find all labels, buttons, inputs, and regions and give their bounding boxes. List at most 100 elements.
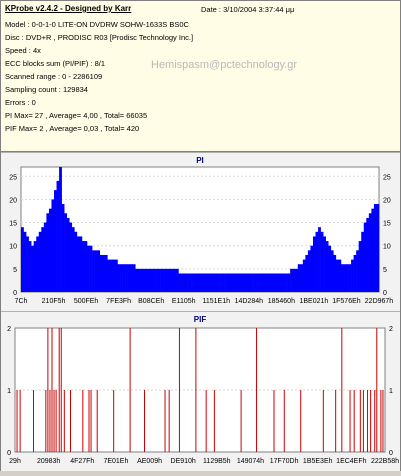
pi-bar [120, 264, 123, 292]
pi-bar [132, 264, 136, 292]
disc-line: Disc : DVD+R , PRODISC R03 [Prodisc Tech… [5, 33, 194, 42]
pif-xtick-label: DE910h [171, 458, 196, 465]
pi-bar [272, 273, 276, 292]
pif-ytick-label-left: 1 [7, 388, 11, 395]
pi-xtick-label: 1151E1h [203, 298, 231, 305]
pif-xtick-label: 1EC4EFh [336, 458, 366, 465]
pif-xtick-label: 17F70Dh [270, 458, 299, 465]
pif-xtick-label: 1B5E3Eh [303, 458, 333, 465]
pi-bar [71, 227, 75, 292]
pi-bar [343, 264, 347, 292]
pi-bar [340, 264, 344, 292]
pi-bar [335, 259, 339, 292]
pi-bar [224, 273, 227, 292]
pi-bar [244, 273, 248, 292]
pi-bar [249, 273, 253, 292]
pi-bar [137, 268, 141, 292]
pi-bar [366, 217, 370, 292]
pi-bar [315, 231, 319, 292]
pi-bar [122, 264, 126, 292]
pi-bar [221, 273, 225, 292]
pi-bar [140, 268, 144, 292]
pi-bar [64, 213, 68, 292]
pi-bar [279, 273, 283, 292]
pi-bar [219, 273, 222, 292]
pi-ytick-label-left: 5 [13, 267, 17, 274]
pi-ytick-label-left: 25 [9, 174, 17, 181]
pi-bar [330, 250, 334, 292]
pi-bar [84, 241, 88, 292]
pi-bar [130, 264, 134, 292]
pi-xtick-label: 14D284h [235, 298, 264, 305]
pi-bar [358, 241, 362, 292]
pi-bar [41, 227, 45, 292]
pif-ytick-label-right: 0 [389, 450, 393, 457]
pi-bar [33, 241, 37, 292]
pi-bar [23, 231, 27, 292]
pi-bar [191, 273, 194, 292]
pi-bar [295, 268, 299, 292]
pi-bar [173, 268, 177, 292]
pi-summary-line: PI Max= 27 , Average= 4,00 , Total= 6603… [5, 111, 148, 120]
watermark-text: Hemispasm@pctechnology.gr [151, 59, 298, 71]
pi-bar [257, 273, 260, 292]
pif-chart: PIF 0 0 1 1 2 2 29h 20983h 4F27Fh 7E01Eh AE009h DE91… [7, 315, 399, 465]
pi-bar [371, 208, 375, 292]
pi-bar [94, 250, 98, 292]
pi-bar [277, 273, 281, 292]
pi-xtick-label: 210F5h [42, 298, 66, 305]
pi-ytick-label-left: 0 [13, 290, 17, 297]
pif-xtick-label: 7E01Eh [103, 458, 128, 465]
pi-bar [338, 259, 342, 292]
pif-xtick-label: 149074h [237, 458, 264, 465]
pi-bar [310, 245, 314, 292]
pi-bar [269, 273, 273, 292]
pi-bar [188, 273, 192, 292]
pi-bar [193, 273, 197, 292]
pi-bar [92, 250, 95, 292]
pi-bar [363, 222, 367, 292]
pi-xtick-label: B08CEh [138, 298, 164, 305]
pi-bar [145, 268, 149, 292]
pi-bar [353, 254, 357, 292]
pi-bar [198, 273, 202, 292]
errors-line: Errors : 0 [5, 98, 36, 107]
pi-bar [262, 273, 266, 292]
pi-bar [307, 250, 311, 292]
pi-chart-panel: PI 0 0 5 5 10 10 15 15 20 20 25 25 7Ch 210F5h 500FEh 7FE… [1, 152, 400, 311]
pi-ytick-label-right: 20 [383, 197, 391, 204]
pi-bar [66, 217, 70, 292]
pi-bar [333, 254, 337, 292]
pi-bar [26, 236, 29, 292]
pi-bar [74, 231, 78, 292]
pi-bar [56, 180, 60, 292]
scan-date: Date : 3/10/2004 3:37:44 μμ [201, 5, 295, 14]
pi-bar [234, 273, 238, 292]
sampling-line: Sampling count : 129834 [5, 85, 88, 94]
pi-chart: PI 0 0 5 5 10 10 15 15 20 20 25 25 7Ch 210F5h 500FEh 7FE… [9, 156, 393, 305]
pi-bar [135, 268, 139, 292]
pi-bar [147, 268, 151, 292]
pi-bar [150, 268, 154, 292]
pi-bar [170, 268, 174, 292]
pi-bar [351, 259, 354, 292]
pif-xtick-label: 222B58h [371, 458, 399, 465]
pi-bar [361, 231, 365, 292]
pi-bar [31, 245, 34, 292]
pi-bar [376, 204, 380, 292]
pi-xtick-label: 1BE021h [300, 298, 329, 305]
pi-ytick-label-left: 10 [9, 244, 17, 251]
pi-bar [282, 273, 286, 292]
pi-xtick-label: 500FEh [74, 298, 99, 305]
pi-bar [163, 268, 167, 292]
pif-ytick-label-right: 2 [389, 326, 393, 333]
pi-bar [368, 213, 372, 292]
pi-bar [142, 268, 146, 292]
pi-bar [318, 227, 321, 292]
pi-xtick-label: 185460h [268, 298, 295, 305]
pi-bar [175, 268, 179, 292]
model-line: Model : 0-0-1-0 LITE-ON DVDRW SOHW-1633S… [5, 20, 189, 29]
pi-bar [186, 273, 189, 292]
pi-bar [323, 236, 326, 292]
